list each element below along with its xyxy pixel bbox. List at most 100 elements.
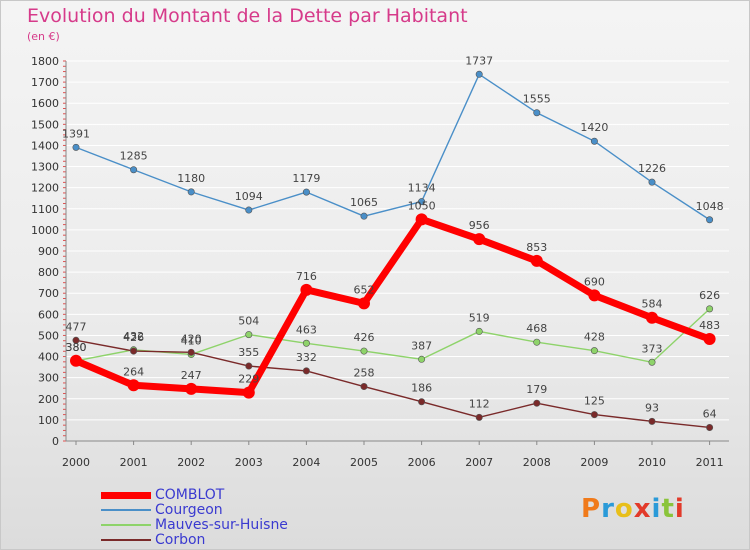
legend-label: Courgeon (155, 502, 223, 518)
proxiti-logo: Proxiti (581, 494, 685, 524)
legend-label: Corbon (155, 532, 206, 548)
data-point (245, 362, 253, 370)
y-tick-label: 700 (38, 287, 59, 300)
data-label: 179 (526, 383, 547, 396)
data-label: 1391 (62, 127, 90, 140)
y-tick-label: 400 (38, 351, 59, 364)
data-point (302, 339, 310, 347)
data-label: 258 (354, 367, 375, 380)
data-point (475, 327, 483, 335)
legend-item: Corbon (101, 532, 205, 548)
data-label: 483 (699, 319, 720, 332)
data-point (242, 386, 255, 399)
data-point (358, 297, 370, 310)
data-label: 410 (181, 334, 202, 347)
data-label: 264 (123, 365, 144, 378)
y-tick-label: 900 (38, 245, 59, 258)
data-label: 1737 (465, 54, 493, 67)
y-tick-label: 0 (52, 435, 59, 448)
x-tick-label: 2003 (235, 456, 263, 469)
data-point (530, 254, 543, 267)
data-label: 420 (181, 332, 202, 345)
y-tick-label: 1600 (31, 97, 59, 110)
data-label: 1065 (350, 196, 378, 209)
data-point (72, 143, 80, 151)
data-label: 1226 (638, 162, 666, 175)
data-point (590, 137, 598, 145)
data-label: 186 (411, 382, 432, 395)
x-tick-label: 2009 (580, 456, 608, 469)
series-line-mauves-sur-huisne (75, 308, 711, 363)
chart-title: Evolution du Montant de la Dette par Hab… (27, 5, 468, 27)
data-label: 380 (66, 341, 87, 354)
series-line-corbon (75, 339, 710, 429)
data-label: 373 (642, 342, 663, 355)
x-tick-label: 2006 (408, 456, 436, 469)
data-point (533, 399, 541, 407)
data-label: 584 (642, 298, 663, 311)
data-point (418, 198, 426, 206)
x-tick-label: 2002 (177, 456, 205, 469)
data-point (590, 411, 598, 419)
data-point (360, 383, 368, 391)
x-tick-label: 2010 (638, 456, 666, 469)
data-point (187, 188, 195, 196)
x-tick-label: 2001 (120, 456, 148, 469)
data-label: 956 (469, 219, 490, 232)
y-tick-label: 1500 (31, 118, 59, 131)
x-tick-label: 2008 (523, 456, 551, 469)
data-point (706, 423, 714, 431)
data-label: 125 (584, 395, 605, 408)
x-tick-label: 2007 (465, 456, 493, 469)
y-tick-label: 800 (38, 266, 59, 279)
data-label: 355 (238, 346, 259, 359)
series-line-comblot (74, 215, 711, 397)
data-point (72, 336, 80, 344)
data-label: 1420 (580, 121, 608, 134)
data-label: 504 (238, 315, 259, 328)
y-tick-label: 100 (38, 414, 59, 427)
legend-swatch (101, 491, 151, 499)
data-point (588, 289, 601, 302)
legend-swatch (101, 539, 151, 541)
data-label: 432 (123, 330, 144, 343)
chart-subtitle: (en €) (27, 30, 60, 43)
y-tick-label: 300 (38, 372, 59, 385)
data-label: 716 (296, 270, 317, 283)
y-tick-label: 1100 (31, 203, 59, 216)
data-point (415, 213, 428, 226)
legend-swatch (101, 509, 151, 511)
data-point (418, 355, 426, 363)
data-point (245, 331, 253, 339)
logo-letter: r (601, 494, 615, 524)
x-tick-label: 2000 (62, 456, 90, 469)
data-label: 626 (699, 289, 720, 302)
logo-letter: x (633, 494, 652, 524)
x-tick-label: 2005 (350, 456, 378, 469)
data-label: 247 (181, 369, 202, 382)
data-point (533, 109, 541, 117)
y-tick-label: 600 (38, 308, 59, 321)
y-tick-label: 1000 (31, 224, 59, 237)
legend-item: Mauves-sur-Huisne (101, 517, 288, 533)
data-label: 468 (526, 322, 547, 335)
data-label: 1094 (235, 190, 263, 203)
data-label: 652 (354, 283, 375, 296)
data-label: 332 (296, 351, 317, 364)
y-tick-label: 1400 (31, 139, 59, 152)
y-tick-label: 1700 (31, 76, 59, 89)
data-point (302, 188, 310, 196)
data-label: 380 (66, 341, 87, 354)
data-point (300, 283, 313, 296)
data-label: 1555 (523, 93, 551, 106)
x-tick-label: 2011 (696, 456, 724, 469)
legend-item: COMBLOT (101, 487, 224, 503)
legend-swatch (101, 524, 151, 526)
data-point (648, 358, 656, 366)
data-point (648, 417, 656, 425)
data-label: 229 (238, 373, 259, 386)
data-point (706, 216, 714, 224)
series-line-courgeon (75, 73, 710, 221)
data-point (360, 347, 368, 355)
